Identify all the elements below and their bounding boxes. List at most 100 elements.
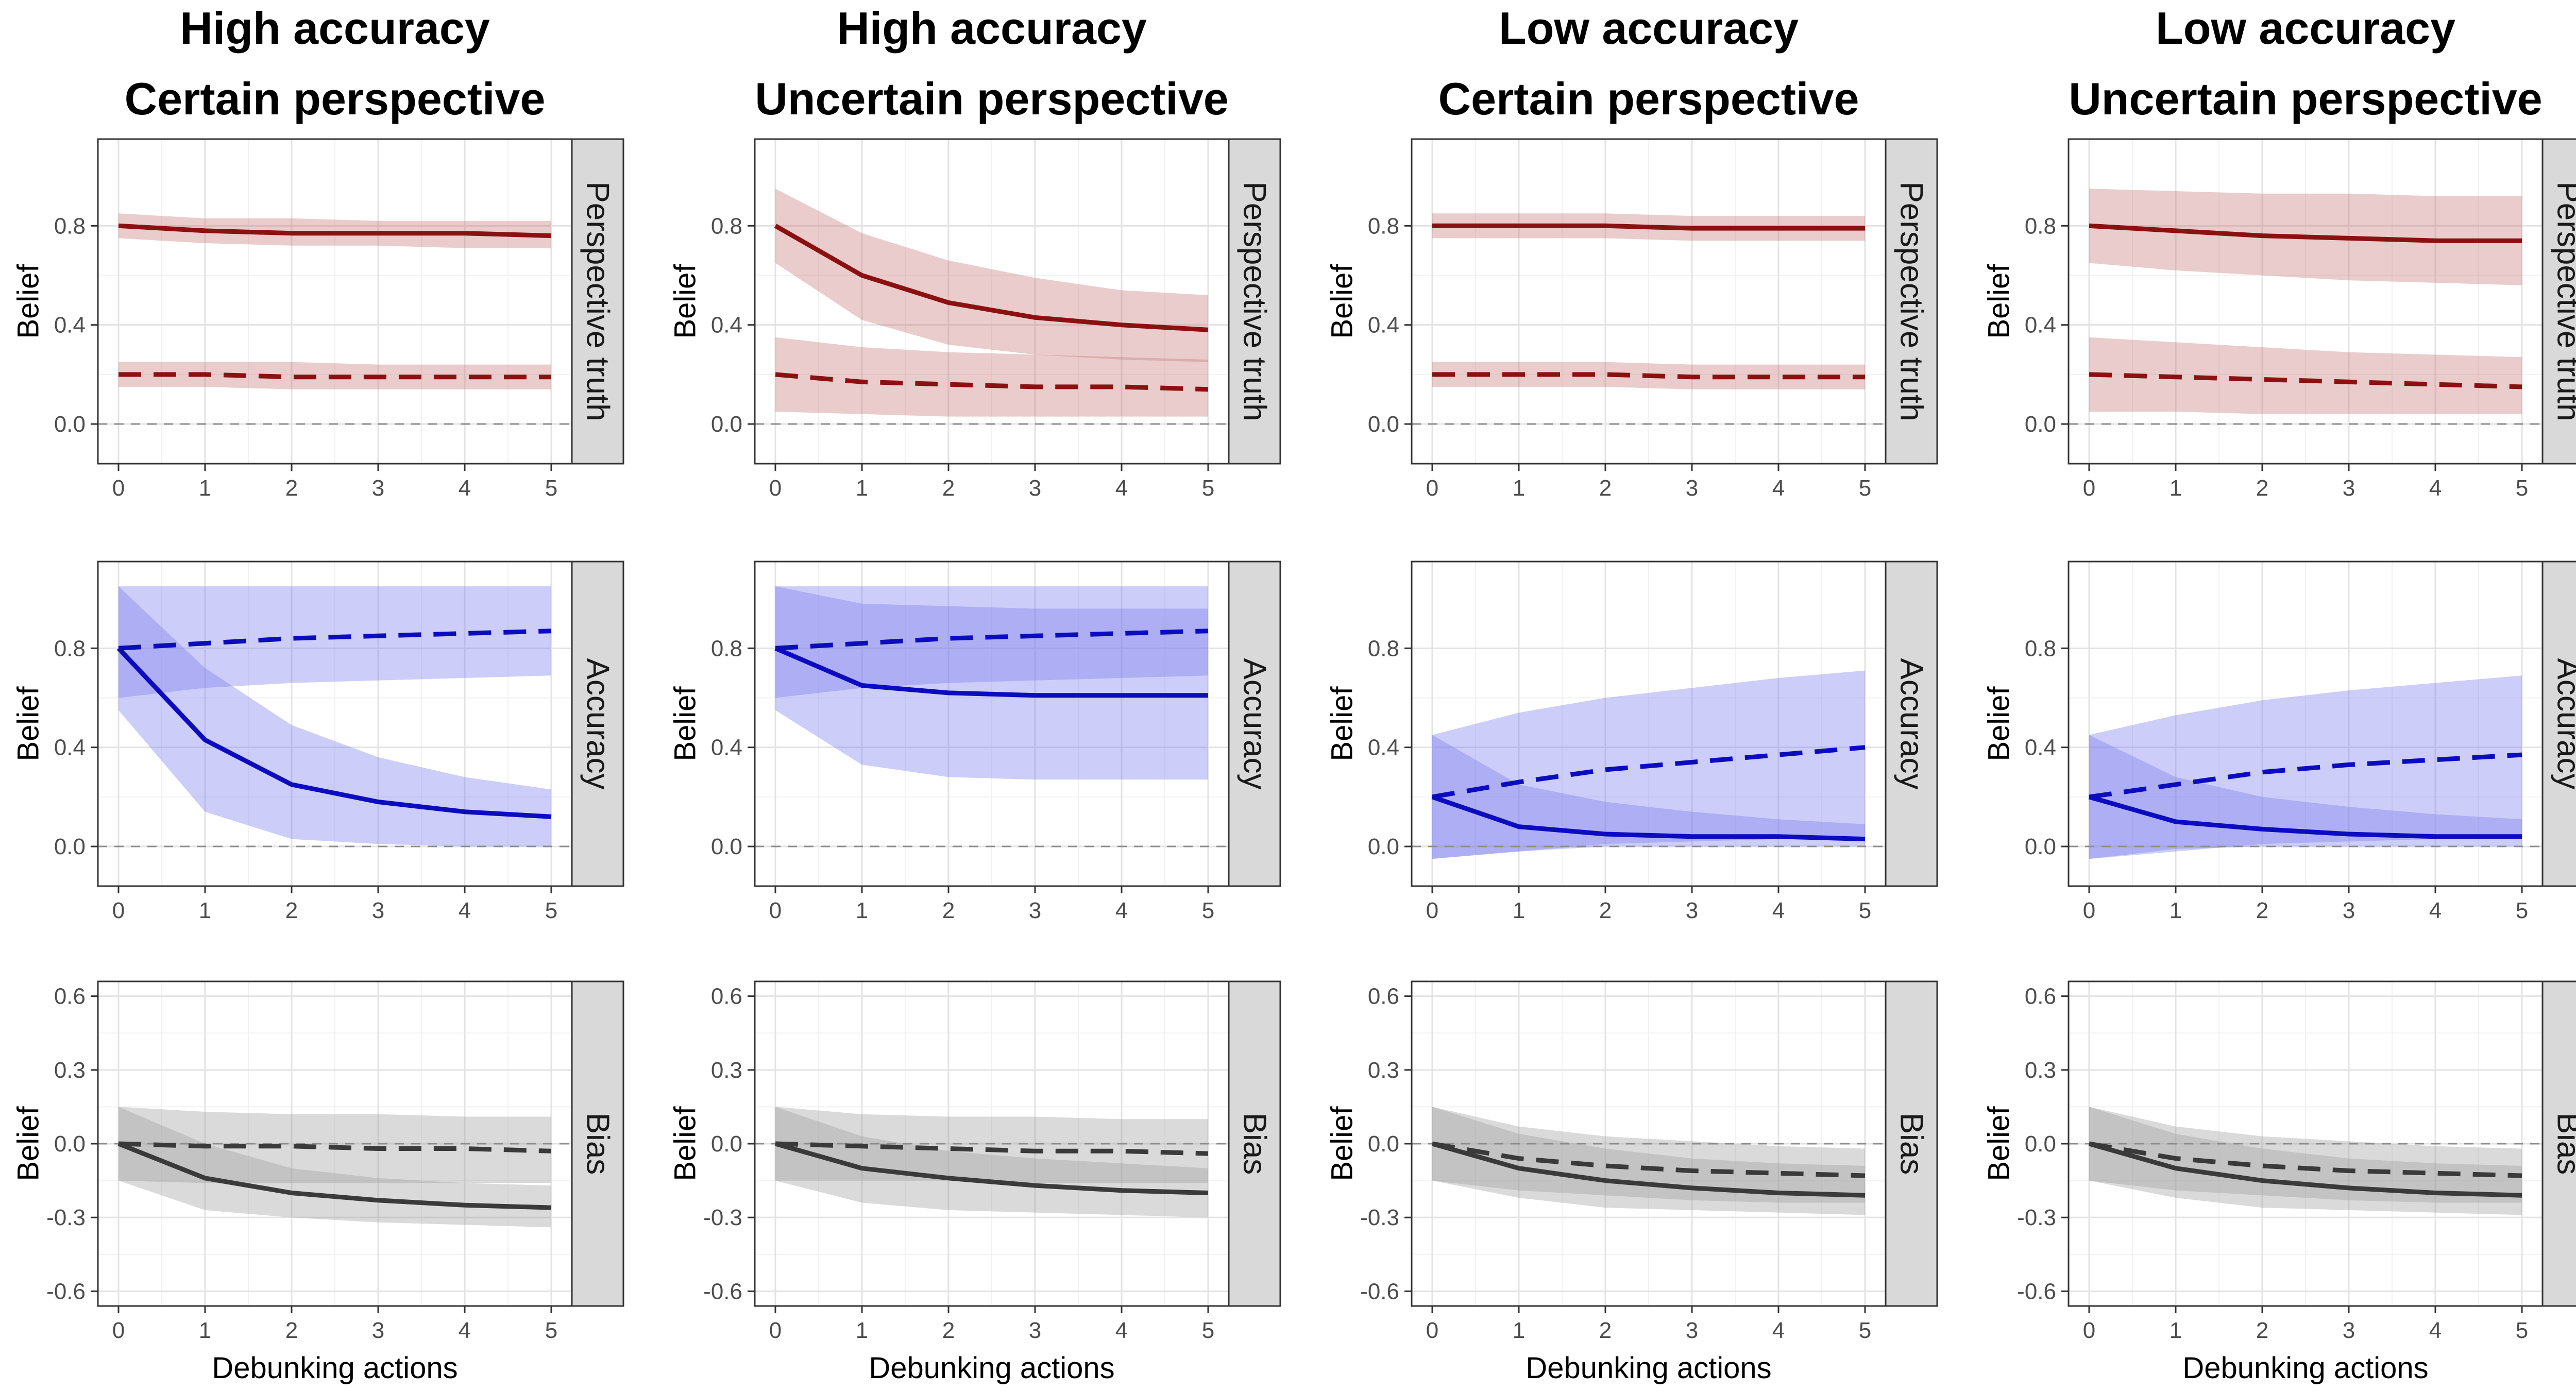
solid-series-line: [1432, 223, 1865, 231]
grid: [98, 562, 572, 886]
x-axis-title: Debunking actions: [869, 1351, 1114, 1385]
grid: [755, 562, 1229, 886]
x-tick-label: 4: [459, 1318, 471, 1343]
solid-series-line: [118, 223, 552, 239]
y-axis-title: Belief: [1326, 264, 1359, 339]
y-tick-label: 0.3: [54, 1058, 86, 1083]
solid-series-line: [116, 647, 552, 819]
x-tick-label: 0: [112, 476, 125, 501]
strip-label: Bias: [2551, 1113, 2576, 1175]
x-tick-label: 2: [285, 1318, 298, 1343]
grid: [755, 139, 1229, 464]
facet-panel: Accuracy 0.0 0.4 0.8 0 1 2 3 4 5 Belief: [1982, 561, 2576, 923]
x-tick-label: 3: [2343, 1318, 2355, 1343]
dashed-series-ribbon: [775, 337, 1208, 417]
dashed-series-ribbon: [775, 1107, 1208, 1183]
strip-label: Perspective truth: [2551, 181, 2576, 421]
solid-series-ribbon: [775, 189, 1208, 362]
x-tick-label: 5: [1859, 898, 1871, 923]
x-tick-label: 3: [372, 1318, 384, 1343]
x-tick-label: 1: [199, 1318, 211, 1343]
x-tick-label: 1: [1513, 898, 1525, 923]
y-tick-label: 0.0: [54, 412, 86, 437]
y-tick-label: -0.6: [703, 1279, 742, 1304]
x-tick-label: 5: [1202, 476, 1214, 501]
strip-label: Accuracy: [1237, 658, 1273, 790]
solid-series-ribbon: [2089, 735, 2522, 859]
y-tick-label: 0.4: [2025, 313, 2056, 338]
y-tick-label: 0.8: [711, 213, 742, 239]
column-title-line2: Uncertain perspective: [755, 73, 1229, 124]
strip-label: Bias: [1894, 1113, 1929, 1175]
x-axis-title: Debunking actions: [2182, 1351, 2428, 1385]
x-tick-label: 3: [1029, 1318, 1041, 1343]
y-tick-label: -0.3: [703, 1205, 742, 1230]
solid-series-ribbon: [118, 213, 551, 248]
y-tick-label: 0.8: [54, 213, 86, 239]
solid-series-ribbon: [118, 586, 551, 847]
x-tick-label: 1: [856, 1318, 868, 1343]
x-axis-title: Debunking actions: [212, 1351, 457, 1385]
y-tick-label: 0.3: [711, 1058, 742, 1083]
x-tick-label: 5: [2516, 898, 2528, 923]
x-tick-label: 0: [1426, 898, 1438, 923]
facet-strip: [1228, 138, 1281, 465]
y-tick-label: -0.3: [2017, 1205, 2056, 1230]
facet-strip: [1885, 561, 1938, 887]
solid-series-line: [774, 1141, 1209, 1195]
dashed-series-line: [2089, 752, 2522, 800]
x-tick-label: 2: [2256, 1318, 2268, 1343]
strip-label: Accuracy: [580, 658, 616, 790]
facet-strip: [571, 980, 624, 1307]
column-title-line2: Uncertain perspective: [2069, 73, 2543, 124]
x-tick-label: 0: [1426, 476, 1438, 501]
facet-strip: [1228, 980, 1281, 1307]
dashed-series-ribbon: [775, 586, 1208, 698]
x-tick-label: 0: [2083, 898, 2095, 923]
x-tick-label: 0: [769, 476, 782, 501]
solid-series-line: [774, 224, 1209, 332]
y-axis-title: Belief: [1982, 1106, 2016, 1181]
x-tick-label: 2: [1599, 1318, 1612, 1343]
dashed-series-line: [2089, 372, 2522, 389]
dashed-series-line: [775, 629, 1209, 651]
y-axis-title: Belief: [12, 686, 45, 761]
facet-panel: Accuracy 0.0 0.4 0.8 0 1 2 3 4 5 Belief: [1326, 561, 1938, 923]
y-axis-title: Belief: [669, 1106, 702, 1181]
x-tick-label: 4: [1115, 1318, 1128, 1343]
dashed-series-ribbon: [1432, 1107, 1865, 1203]
x-tick-label: 0: [112, 898, 125, 923]
dashed-series-line: [1432, 745, 1866, 800]
dashed-series-line: [775, 372, 1209, 392]
x-tick-label: 1: [1513, 1318, 1525, 1343]
x-tick-label: 5: [1859, 1318, 1871, 1343]
solid-series-ribbon: [1432, 1107, 1865, 1215]
facet-strip: [2541, 980, 2576, 1307]
y-tick-label: 0.8: [711, 636, 742, 661]
y-tick-label: 0.4: [2025, 735, 2056, 760]
column-title-line1: High accuracy: [180, 3, 490, 54]
facet-panel: Perspective truth 0.0 0.4 0.8 0 1 2 3 4 5 Belief: [12, 138, 624, 501]
y-tick-label: -0.3: [46, 1205, 86, 1230]
x-tick-label: 2: [1599, 476, 1612, 501]
dashed-series-ribbon: [2089, 337, 2522, 414]
y-axis-title: Belief: [1326, 1106, 1359, 1181]
y-tick-label: 0.0: [2025, 834, 2056, 859]
y-axis-title: Belief: [12, 1106, 45, 1181]
x-tick-label: 5: [2516, 476, 2528, 501]
y-axis-title: Belief: [1982, 264, 2016, 339]
x-tick-label: 2: [2256, 476, 2268, 501]
x-tick-label: 3: [1686, 1318, 1698, 1343]
solid-series-line: [2088, 1141, 2522, 1198]
dashed-series-line: [118, 629, 552, 651]
strip-label: Bias: [580, 1113, 616, 1175]
y-tick-label: 0.8: [1368, 636, 1399, 661]
facet-panel: Bias -0.6 -0.3 0.0 0.3 0.6 0 1 2 3 4 5 Belief Debunki…: [1326, 980, 1938, 1385]
x-tick-label: 1: [199, 476, 211, 501]
y-tick-label: 0.0: [1368, 1131, 1399, 1157]
dashed-series-line: [1432, 372, 1865, 380]
y-tick-label: 0.3: [1368, 1058, 1399, 1083]
x-tick-label: 4: [1772, 476, 1785, 501]
x-tick-label: 3: [2343, 476, 2355, 501]
dashed-series-line: [2089, 1141, 2522, 1178]
